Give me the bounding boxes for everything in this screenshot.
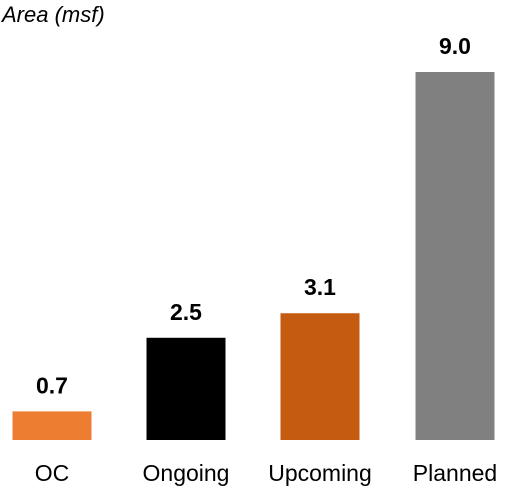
bar-ongoing	[146, 337, 226, 440]
category-label-oc: OC	[35, 460, 70, 486]
bar-upcoming	[280, 313, 360, 440]
data-label-planned: 9.0	[439, 33, 471, 59]
category-label-upcoming: Upcoming	[268, 460, 372, 486]
data-labels-group: 0.7 2.5 3.1 9.0	[36, 33, 471, 398]
y-axis-label: Area (msf)	[0, 2, 105, 27]
data-label-ongoing: 2.5	[170, 299, 202, 325]
category-label-planned: Planned	[413, 460, 497, 486]
bar-planned	[415, 72, 495, 440]
data-label-oc: 0.7	[36, 372, 68, 398]
bars-group	[12, 72, 495, 440]
bar-oc	[12, 411, 92, 440]
data-label-upcoming: 3.1	[304, 274, 336, 300]
category-labels-group: OC Ongoing Upcoming Planned	[35, 460, 497, 486]
category-label-ongoing: Ongoing	[143, 460, 230, 486]
